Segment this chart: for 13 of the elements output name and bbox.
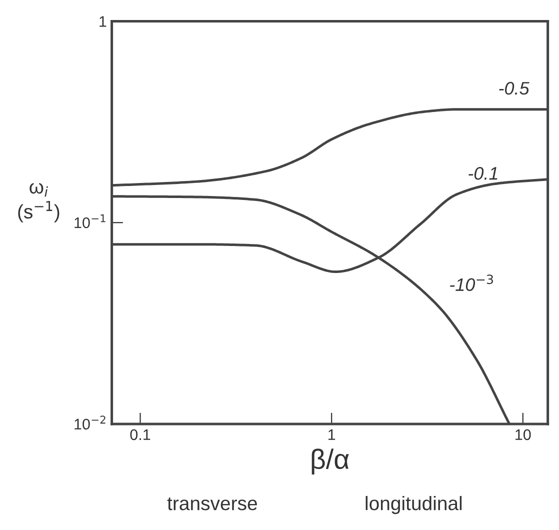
x-tick-label: 0.1 [130, 429, 150, 440]
y-tick-label: 10$^{−1}$ [74, 214, 106, 228]
annotation: -10$^{−3}$ [450, 274, 493, 292]
y-tick-label: 1 [100, 16, 106, 27]
x-axis-title: β/α [312, 448, 349, 475]
annotation: -0.5 [499, 82, 530, 95]
annotation: -0.1 [468, 166, 498, 180]
y-tick-label: 10$^{−2}$ [74, 416, 106, 430]
text: transverse [167, 497, 257, 510]
x-tick-label: 10 [516, 429, 531, 440]
x-tick-label: 1 [328, 429, 336, 440]
text: longitudinal [366, 496, 462, 514]
y-axis-title: ω$_{i}$ (s$^{−1}$) [18, 182, 60, 222]
